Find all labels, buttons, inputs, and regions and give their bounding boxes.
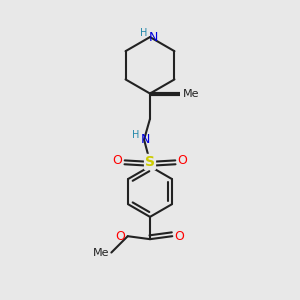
Text: O: O (112, 154, 122, 167)
Text: N: N (148, 31, 158, 44)
Text: O: O (178, 154, 188, 167)
Text: S: S (145, 155, 155, 169)
Text: O: O (116, 230, 125, 243)
Text: N: N (141, 133, 150, 146)
Text: Me: Me (183, 88, 199, 98)
Text: H: H (140, 28, 148, 38)
Text: H: H (132, 130, 140, 140)
Text: O: O (175, 230, 184, 243)
Text: Me: Me (93, 248, 110, 257)
